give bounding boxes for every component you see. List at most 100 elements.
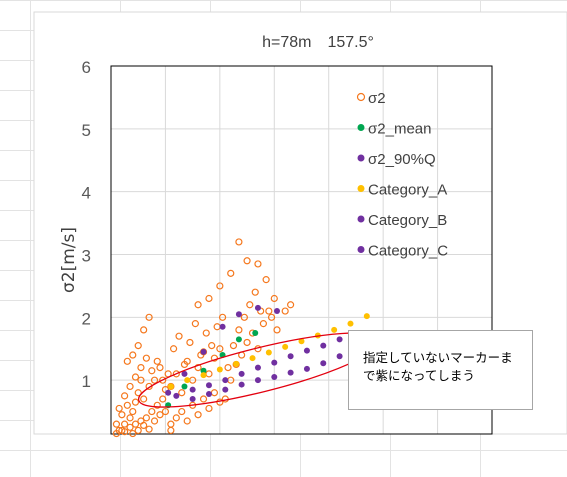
data-markers: [112, 238, 370, 438]
data-point: [205, 294, 213, 303]
data-point: [267, 313, 276, 321]
legend[interactable]: σ2 σ2_mean σ2_90%Q Category_A Category_B Cate…: [356, 90, 449, 260]
y-tick-label: 1: [82, 372, 91, 391]
data-point: [137, 376, 145, 384]
data-point: [145, 425, 153, 433]
data-point: [235, 238, 243, 246]
y-tick-label: 4: [82, 184, 91, 203]
data-point: [235, 311, 242, 318]
data-point: [205, 404, 213, 413]
data-point: [218, 313, 227, 321]
y-tick-label: 2: [82, 309, 91, 328]
data-point: [140, 395, 148, 403]
data-point: [191, 320, 199, 328]
data-point: [137, 364, 145, 372]
data-point: [200, 367, 207, 374]
data-point: [126, 414, 134, 422]
data-point: [205, 390, 212, 397]
data-point: [199, 395, 208, 403]
data-point: [156, 364, 164, 372]
data-point: [238, 370, 245, 377]
data-point: [216, 345, 224, 353]
data-point: [229, 342, 238, 350]
legend-label: Category_B: [368, 212, 447, 229]
legend-marker: [357, 246, 365, 253]
data-point: [134, 389, 142, 397]
data-point: [208, 342, 216, 350]
legend-marker: [357, 215, 365, 223]
data-point: [129, 429, 137, 438]
data-point: [249, 355, 256, 362]
data-point: [165, 389, 172, 396]
data-point: [121, 420, 129, 428]
data-point: [265, 307, 273, 315]
legend-marker: [357, 124, 365, 131]
data-point: [271, 374, 278, 381]
data-point: [148, 407, 156, 416]
data-point: [181, 383, 188, 390]
data-point: [331, 326, 338, 333]
data-point: [273, 326, 281, 334]
data-point: [175, 332, 183, 340]
data-point: [172, 370, 180, 378]
data-point: [142, 354, 150, 362]
y-tick-labels: 6 5 4 3 2 1: [82, 58, 91, 391]
data-point: [118, 411, 126, 419]
data-point: [148, 367, 156, 375]
legend-marker: [357, 154, 365, 162]
legend-label: σ2_mean: [368, 121, 431, 138]
data-point: [145, 382, 153, 391]
data-point: [153, 357, 161, 365]
data-point: [265, 349, 272, 356]
data-point: [129, 407, 137, 416]
data-point: [227, 269, 235, 277]
data-point: [153, 401, 161, 409]
data-point: [303, 365, 310, 372]
data-point: [252, 330, 259, 337]
data-point: [262, 276, 270, 284]
data-point: [298, 338, 305, 345]
data-point: [235, 336, 242, 343]
data-point: [194, 411, 202, 419]
data-point: [189, 386, 196, 393]
data-point: [142, 414, 150, 422]
data-point: [131, 420, 140, 428]
data-point: [115, 426, 123, 435]
data-point: [336, 336, 343, 343]
data-point: [134, 426, 142, 435]
y-tick-label: 6: [82, 58, 91, 77]
data-point: [181, 370, 188, 377]
data-point: [194, 364, 202, 372]
data-point: [210, 354, 219, 362]
data-point: [134, 342, 142, 350]
legend-marker: [356, 92, 366, 102]
y-axis-label: σ2[m/s]: [59, 227, 79, 293]
data-point: [205, 382, 212, 389]
legend-label: σ2_90%Q: [368, 151, 436, 168]
data-point: [274, 308, 281, 315]
legend-label: Category_A: [368, 182, 447, 199]
data-point: [320, 342, 327, 349]
legend-label: σ2: [368, 90, 386, 107]
data-point: [251, 288, 259, 296]
data-point: [150, 417, 159, 425]
data-point: [140, 326, 148, 334]
data-point: [121, 392, 129, 400]
data-point: [270, 294, 278, 303]
data-point: [281, 307, 289, 315]
annotation-callout: 指定していないマーカーまで紫になってしまう: [348, 330, 533, 410]
data-point: [233, 360, 240, 367]
data-point: [173, 392, 180, 399]
data-point: [347, 320, 354, 327]
data-point: [184, 377, 191, 384]
data-point: [216, 366, 223, 373]
data-point: [194, 301, 202, 309]
legend-marker: [357, 185, 365, 192]
chart-title: h=78m 157.5°: [262, 34, 374, 51]
data-point: [254, 364, 261, 371]
data-point: [126, 382, 134, 391]
data-point: [123, 357, 131, 365]
data-point: [200, 348, 207, 355]
data-point: [222, 377, 229, 384]
data-point: [235, 326, 243, 334]
